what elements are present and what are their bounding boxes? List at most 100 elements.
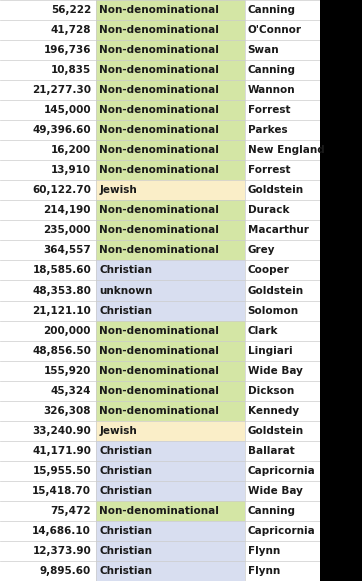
Text: Non-denominational: Non-denominational (99, 506, 219, 516)
Bar (96, 0, 244, 20)
Bar (244, 501, 320, 521)
Text: Christian: Christian (99, 546, 152, 556)
Text: Christian: Christian (99, 306, 152, 315)
Bar (244, 80, 320, 100)
Text: Non-denominational: Non-denominational (99, 45, 219, 55)
Text: Christian: Christian (99, 566, 152, 576)
Bar (244, 260, 320, 281)
Bar (0, 401, 96, 421)
Bar (0, 541, 96, 561)
Text: Non-denominational: Non-denominational (99, 406, 219, 416)
Bar (96, 461, 244, 481)
Bar (96, 160, 244, 180)
Text: Macarthur: Macarthur (248, 225, 308, 235)
Text: New England: New England (248, 145, 324, 155)
Text: Cooper: Cooper (248, 266, 290, 275)
Bar (0, 281, 96, 300)
Bar (244, 461, 320, 481)
Text: unknown: unknown (99, 285, 152, 296)
Bar (244, 541, 320, 561)
Bar (0, 441, 96, 461)
Text: Goldstein: Goldstein (248, 426, 304, 436)
Bar (96, 361, 244, 381)
Bar (0, 501, 96, 521)
Bar (96, 481, 244, 501)
Text: Swan: Swan (248, 45, 279, 55)
Bar (0, 20, 96, 40)
Bar (0, 100, 96, 120)
Bar (96, 561, 244, 581)
Bar (0, 481, 96, 501)
Text: Kennedy: Kennedy (248, 406, 299, 416)
Bar (244, 140, 320, 160)
Text: 16,200: 16,200 (51, 145, 91, 155)
Bar (0, 461, 96, 481)
Bar (96, 260, 244, 281)
Text: Forrest: Forrest (248, 165, 290, 175)
Bar (96, 521, 244, 541)
Text: 15,418.70: 15,418.70 (32, 486, 91, 496)
Text: Non-denominational: Non-denominational (99, 145, 219, 155)
Text: 21,277.30: 21,277.30 (32, 85, 91, 95)
Bar (96, 200, 244, 220)
Text: 364,557: 364,557 (43, 245, 91, 256)
Bar (0, 120, 96, 140)
Text: Clark: Clark (248, 325, 278, 336)
Text: Christian: Christian (99, 526, 152, 536)
Text: 48,353.80: 48,353.80 (32, 285, 91, 296)
Text: 155,920: 155,920 (44, 365, 91, 376)
Text: Non-denominational: Non-denominational (99, 245, 219, 256)
Bar (0, 0, 96, 20)
Text: 145,000: 145,000 (43, 105, 91, 115)
Text: Non-denominational: Non-denominational (99, 225, 219, 235)
Text: Non-denominational: Non-denominational (99, 65, 219, 75)
Bar (96, 100, 244, 120)
Text: 235,000: 235,000 (43, 225, 91, 235)
Text: Flynn: Flynn (248, 566, 280, 576)
Bar (96, 421, 244, 441)
Bar (96, 60, 244, 80)
Text: Dickson: Dickson (248, 386, 294, 396)
Text: 48,856.50: 48,856.50 (32, 346, 91, 356)
Text: 33,240.90: 33,240.90 (32, 426, 91, 436)
Bar (0, 60, 96, 80)
Text: 326,308: 326,308 (43, 406, 91, 416)
Bar (244, 60, 320, 80)
Bar (96, 80, 244, 100)
Text: Christian: Christian (99, 486, 152, 496)
Text: Flynn: Flynn (248, 546, 280, 556)
Text: Christian: Christian (99, 466, 152, 476)
Bar (0, 140, 96, 160)
Bar (96, 180, 244, 200)
Bar (244, 281, 320, 300)
Bar (244, 40, 320, 60)
Bar (244, 381, 320, 401)
Bar (96, 501, 244, 521)
Text: Solomon: Solomon (248, 306, 299, 315)
Bar (0, 180, 96, 200)
Text: Non-denominational: Non-denominational (99, 25, 219, 35)
Bar (0, 361, 96, 381)
Bar (0, 321, 96, 340)
Text: Non-denominational: Non-denominational (99, 85, 219, 95)
Bar (244, 20, 320, 40)
Text: Jewish: Jewish (99, 426, 137, 436)
Bar (244, 361, 320, 381)
Bar (244, 160, 320, 180)
Bar (96, 220, 244, 241)
Text: 196,736: 196,736 (43, 45, 91, 55)
Text: 49,396.60: 49,396.60 (33, 125, 91, 135)
Bar (0, 260, 96, 281)
Text: 60,122.70: 60,122.70 (32, 185, 91, 195)
Text: 13,910: 13,910 (51, 165, 91, 175)
Bar (244, 120, 320, 140)
Text: Parkes: Parkes (248, 125, 287, 135)
Bar (0, 80, 96, 100)
Bar (0, 220, 96, 241)
Text: 41,171.90: 41,171.90 (32, 446, 91, 456)
Text: 200,000: 200,000 (43, 325, 91, 336)
Bar (96, 120, 244, 140)
Text: Goldstein: Goldstein (248, 285, 304, 296)
Text: Non-denominational: Non-denominational (99, 105, 219, 115)
Text: 21,121.10: 21,121.10 (32, 306, 91, 315)
